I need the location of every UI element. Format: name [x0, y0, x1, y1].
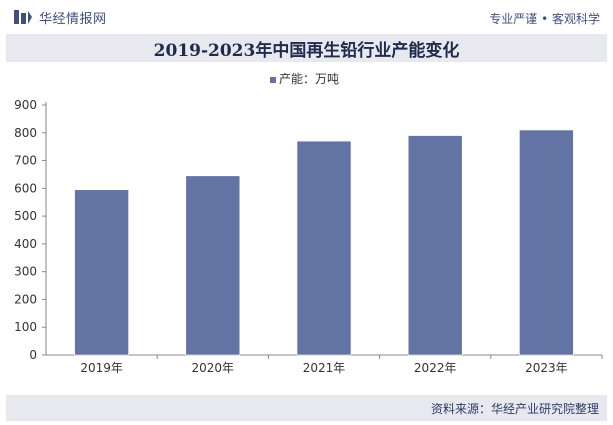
- header: 华经情报网 专业严谨 • 客观科学: [0, 0, 613, 33]
- y-tick-label: 600: [14, 181, 37, 195]
- title-bar: 2019-2023年中国再生铅行业产能变化: [6, 34, 607, 62]
- legend-swatch: [270, 77, 276, 83]
- bar-chart: 产能：万吨 0 100 200 300 400 500 600 700 800 900 2019年 20…: [14, 72, 603, 375]
- x-tick-label: 2022年: [414, 361, 457, 375]
- bar: [185, 175, 241, 356]
- bar: [296, 140, 352, 356]
- legend-label: 产能：万吨: [279, 72, 339, 86]
- bar: [74, 189, 129, 356]
- y-tick-label: 400: [14, 237, 37, 251]
- footer: 资料来源：华经产业研究院整理: [6, 395, 607, 421]
- x-tick-label: 2019年: [80, 361, 123, 375]
- y-tick-label: 300: [14, 265, 37, 279]
- logo-icon: [14, 10, 32, 24]
- slogan: 专业严谨 • 客观科学: [489, 12, 600, 26]
- x-tick-label: 2023年: [525, 361, 568, 375]
- y-tick-label: 800: [14, 126, 37, 140]
- bar: [519, 129, 574, 356]
- source-note: 资料来源：华经产业研究院整理: [430, 402, 599, 416]
- y-tick-label: 0: [29, 348, 37, 362]
- brand[interactable]: 华经情报网: [13, 6, 107, 28]
- bar: [407, 135, 463, 356]
- y-tick-label: 700: [14, 154, 37, 168]
- y-tick-label: 500: [14, 209, 37, 223]
- x-tick-label: 2020年: [192, 361, 235, 375]
- y-tick-label: 200: [14, 292, 37, 306]
- y-tick-label: 100: [14, 320, 37, 334]
- y-tick-label: 900: [14, 98, 37, 112]
- x-tick-label: 2021年: [303, 361, 346, 375]
- brand-name: 华经情报网: [39, 11, 107, 27]
- chart-title: 2019-2023年中国再生铅行业产能变化: [153, 40, 460, 61]
